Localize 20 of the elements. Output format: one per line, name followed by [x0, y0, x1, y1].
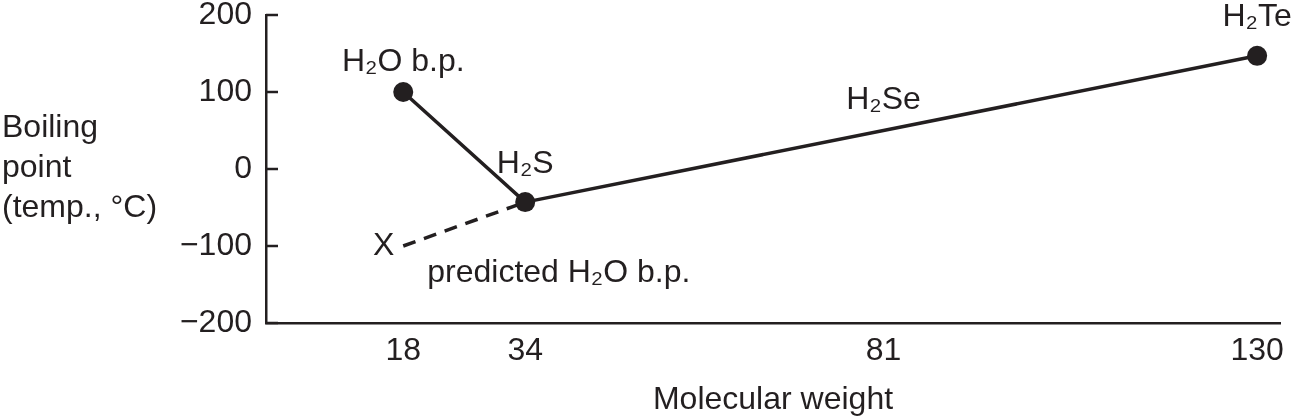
x-tick-label: 130	[1230, 331, 1284, 368]
annotation: predicted H₂O b.p.	[427, 252, 691, 289]
point	[1247, 45, 1268, 66]
annotation: X	[372, 225, 395, 262]
y-tick-label: 100	[198, 71, 252, 108]
annotation: H₂Se	[846, 80, 921, 117]
y-tick-label: 0	[234, 148, 252, 185]
x-tick-label: 81	[865, 331, 902, 368]
x-axis-title: Molecular weight	[652, 379, 894, 416]
annotation: H₂Te	[1222, 0, 1292, 33]
point	[515, 192, 536, 213]
x-tick-label: 18	[385, 331, 422, 368]
annotation: H₂O b.p.	[341, 41, 465, 78]
y-tick-label: −200	[179, 302, 252, 339]
y-tick-label: −100	[179, 225, 252, 262]
annotation: H₂S	[496, 143, 554, 180]
y-axis-title: Boiling point (temp., °C)	[2, 107, 159, 226]
x-tick-label: 34	[507, 331, 544, 368]
y-tick-label: 200	[198, 0, 252, 31]
point	[393, 82, 414, 102]
